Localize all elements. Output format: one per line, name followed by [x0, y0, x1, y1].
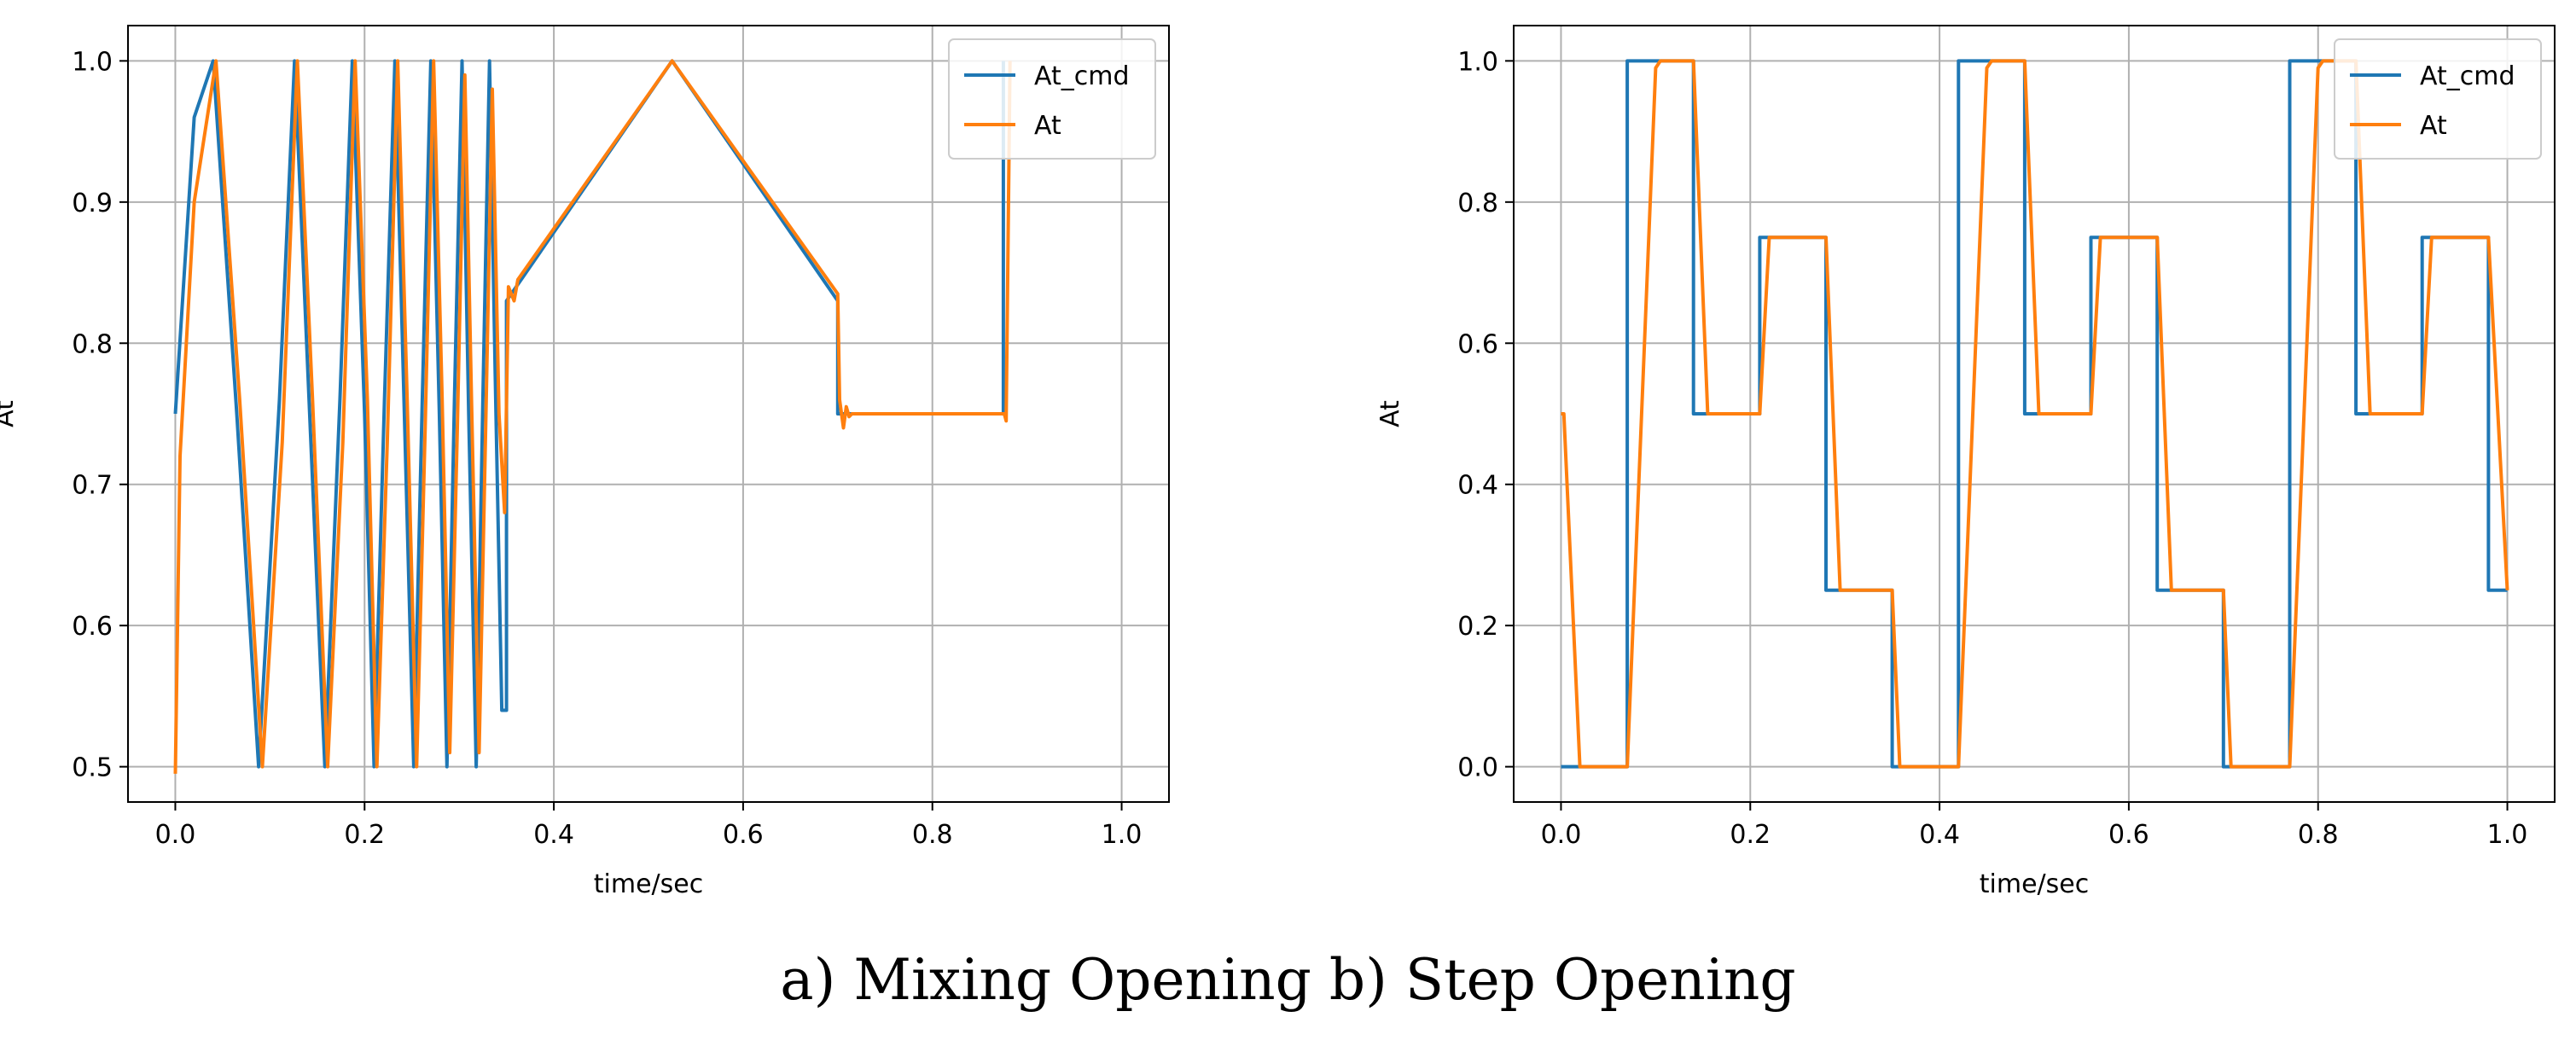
x-tick-label: 1.0	[1102, 820, 1143, 850]
legend-label: At	[1034, 111, 1061, 141]
x-tick-label: 0.0	[155, 820, 196, 850]
y-tick-label: 0.6	[72, 612, 113, 642]
y-tick-label: 0.4	[1457, 471, 1498, 501]
x-tick-label: 0.2	[1730, 820, 1771, 850]
x-tick-label: 0.0	[1541, 820, 1582, 850]
plot-frame	[1513, 25, 2556, 803]
y-tick-label: 1.0	[1457, 47, 1498, 77]
x-tick-label: 0.6	[2108, 820, 2149, 850]
y-axis-label: At	[0, 400, 20, 427]
chart-panel-1: 0.0 0.2 0.4 0.6 0.8 1.0 0.5 0.6 0.7 0.8 0.9 1.0 time…	[0, 25, 1170, 899]
y-tick-label: 0.8	[1457, 189, 1498, 218]
x-tick-label: 0.8	[912, 820, 953, 850]
y-tick-label: 0.7	[72, 471, 113, 501]
legend: At_cmd At	[2334, 38, 2542, 160]
legend-box	[948, 38, 1156, 160]
y-axis-label: At	[1375, 400, 1405, 427]
x-tick-label: 1.0	[2487, 820, 2528, 850]
legend-label: At_cmd	[1034, 61, 1130, 91]
y-tick-label: 0.6	[1457, 329, 1498, 359]
x-tick-label: 0.2	[344, 820, 385, 850]
x-tick-label: 0.6	[723, 820, 764, 850]
series-line-at-cmd	[1561, 59, 2508, 769]
legend-label: At	[2420, 111, 2447, 141]
series-line-at	[173, 59, 1012, 774]
x-tick-label: 0.8	[2298, 820, 2339, 850]
x-tick-label: 0.4	[1919, 820, 1960, 850]
figure: 0.0 0.2 0.4 0.6 0.8 1.0 0.5 0.6 0.7 0.8 0.9 1.0 time…	[0, 25, 2556, 899]
x-axis-label: time/sec	[1980, 869, 2089, 899]
legend-label: At_cmd	[2420, 61, 2515, 91]
y-tick-label: 1.0	[72, 47, 113, 77]
y-tick-label: 0.9	[72, 189, 113, 218]
y-tick-label: 0.2	[1457, 612, 1498, 642]
legend-box	[2334, 38, 2542, 160]
series-line-at-cmd	[173, 59, 1005, 769]
y-tick-label: 0.0	[1457, 753, 1498, 783]
figure-caption: a) Mixing Opening b) Step Opening	[780, 947, 1796, 1013]
x-tick-label: 0.4	[533, 820, 574, 850]
y-tick-label: 0.5	[72, 753, 113, 783]
x-axis-label: time/sec	[594, 869, 703, 899]
chart-panel-2: 0.0 0.2 0.4 0.6 0.8 1.0 0.0 0.2 0.4 0.6 0.8 1.0 time…	[1375, 25, 2556, 899]
plot-frame	[127, 25, 1170, 803]
y-tick-label: 0.8	[72, 329, 113, 359]
legend: At_cmd At	[948, 38, 1156, 160]
